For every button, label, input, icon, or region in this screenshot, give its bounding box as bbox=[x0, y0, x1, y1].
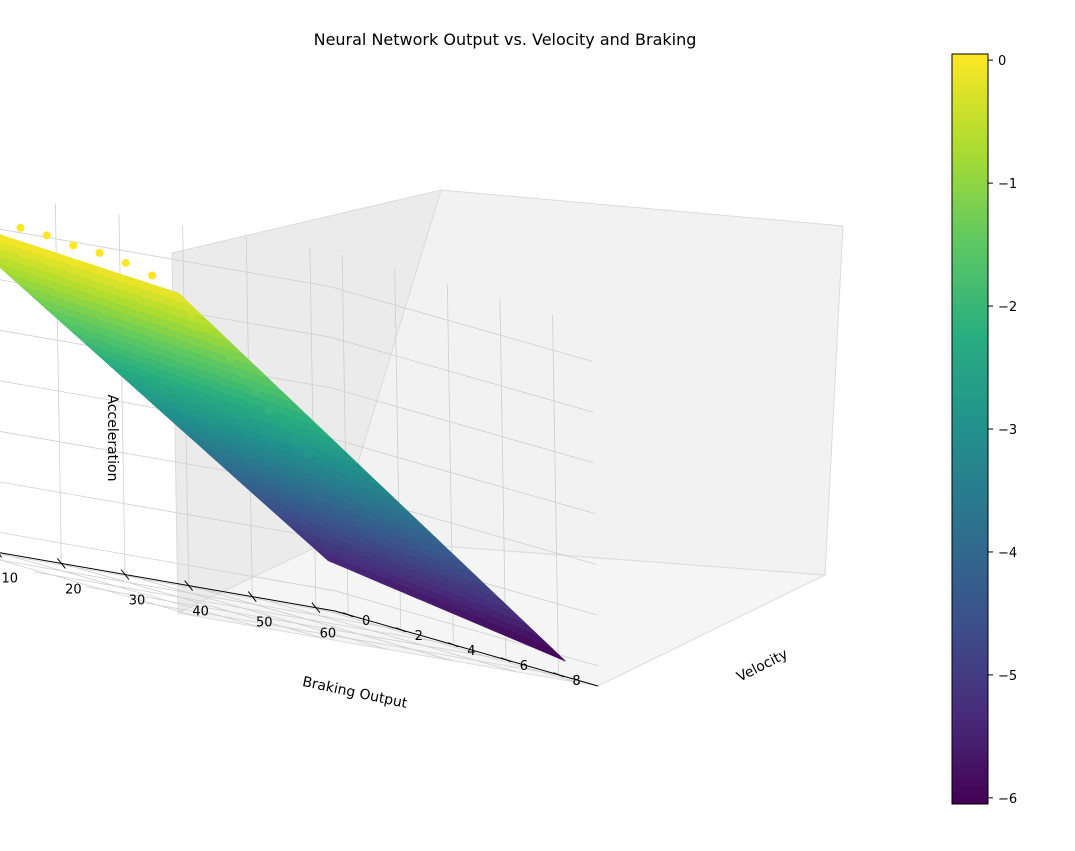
y-tick-label: 4 bbox=[467, 644, 475, 659]
scatter-point bbox=[16, 223, 25, 232]
colorbar-ticks: 0 −1 −2 −3 −4 −5 −6 bbox=[988, 54, 1017, 807]
x-tick-mark bbox=[0, 554, 3, 558]
x-grid-floor bbox=[188, 585, 452, 661]
x-tick-mark bbox=[184, 580, 194, 591]
x-tick-label: 30 bbox=[129, 594, 146, 609]
y-grid-floor bbox=[85, 586, 507, 661]
z-grid-line bbox=[0, 532, 598, 667]
y-tick-mark bbox=[395, 627, 406, 633]
y-tick-labels: 0 2 4 6 8 bbox=[362, 614, 581, 689]
x-tick-mark bbox=[120, 569, 130, 580]
colorbar-tick-label: −4 bbox=[998, 546, 1017, 561]
y-tick-mark bbox=[500, 657, 512, 663]
scatter-point bbox=[239, 371, 248, 380]
x-grid-floor bbox=[0, 552, 261, 628]
scatter-point bbox=[148, 271, 157, 280]
y-grid-side bbox=[552, 314, 559, 675]
scatter-point bbox=[252, 388, 261, 397]
x-tick-label: 60 bbox=[320, 627, 337, 642]
x-tick-mark bbox=[247, 591, 257, 602]
x-tick-mark bbox=[311, 602, 321, 613]
y-tick-mark bbox=[342, 612, 354, 618]
colorbar-tick-label: −2 bbox=[998, 300, 1017, 315]
y-tick-label: 6 bbox=[520, 659, 528, 674]
y-tick-mark bbox=[448, 642, 459, 648]
x-tick-label: 40 bbox=[192, 605, 209, 620]
z-axis-label: Acceleration bbox=[104, 395, 120, 482]
scatter-point bbox=[226, 353, 235, 362]
colorbar-tick-label: −6 bbox=[998, 792, 1017, 807]
y-grid-floor bbox=[0, 553, 349, 616]
scatter-point bbox=[42, 231, 51, 240]
x-tick-label: 10 bbox=[1, 571, 18, 586]
colorbar-tick-label: 0 bbox=[998, 54, 1006, 69]
z-grid-line bbox=[0, 380, 596, 514]
x-tick-label: 50 bbox=[256, 616, 273, 631]
scatter-point bbox=[121, 258, 130, 267]
y-grid-floor bbox=[33, 571, 454, 646]
scatter-point bbox=[200, 323, 209, 332]
z-grid-line bbox=[0, 329, 595, 464]
scatter-point bbox=[187, 309, 196, 318]
x-grid-floor bbox=[315, 607, 580, 684]
x-grid-floor bbox=[124, 574, 389, 650]
y-axis-label: Velocity bbox=[734, 646, 790, 685]
x-grid-floor bbox=[0, 559, 198, 617]
x-axis-label: Braking Output bbox=[301, 674, 409, 712]
y-tick-mark bbox=[553, 672, 564, 678]
scatter-point bbox=[304, 450, 313, 459]
colorbar-tick-label: −1 bbox=[998, 177, 1017, 192]
x-grid-floor bbox=[61, 563, 325, 639]
scatter-point bbox=[95, 248, 104, 257]
x-tick-mark bbox=[56, 558, 66, 569]
y-tick-label: 8 bbox=[572, 674, 580, 689]
y-tick-label: 0 bbox=[362, 614, 370, 629]
colorbar: 0 −1 −2 −3 −4 −5 −6 bbox=[951, 53, 1017, 807]
y-grid-side bbox=[499, 299, 507, 660]
scatter-point bbox=[278, 420, 287, 429]
scatter-point bbox=[174, 294, 183, 303]
x-grid-floor bbox=[252, 596, 516, 673]
scatter-point bbox=[265, 406, 274, 415]
surface-mesh bbox=[0, 234, 566, 662]
scatter-points bbox=[16, 223, 313, 459]
y-grid-floor bbox=[0, 559, 401, 631]
scatter-point bbox=[69, 241, 78, 250]
colorbar-gradient bbox=[951, 53, 989, 805]
scatter-point bbox=[291, 435, 300, 444]
axes bbox=[0, 552, 599, 687]
x-tick-label: 20 bbox=[65, 582, 82, 597]
surface-facet bbox=[315, 548, 342, 567]
colorbar-tick-label: −3 bbox=[998, 423, 1017, 438]
scatter-point bbox=[213, 338, 222, 347]
colorbar-tick-label: −5 bbox=[998, 669, 1017, 684]
chart-title: Neural Network Output vs. Velocity and B… bbox=[314, 30, 697, 49]
y-grid-floor bbox=[138, 601, 559, 676]
x-tick-labels: 0102030405060 bbox=[1, 571, 337, 642]
y-tick-label: 2 bbox=[415, 629, 423, 644]
